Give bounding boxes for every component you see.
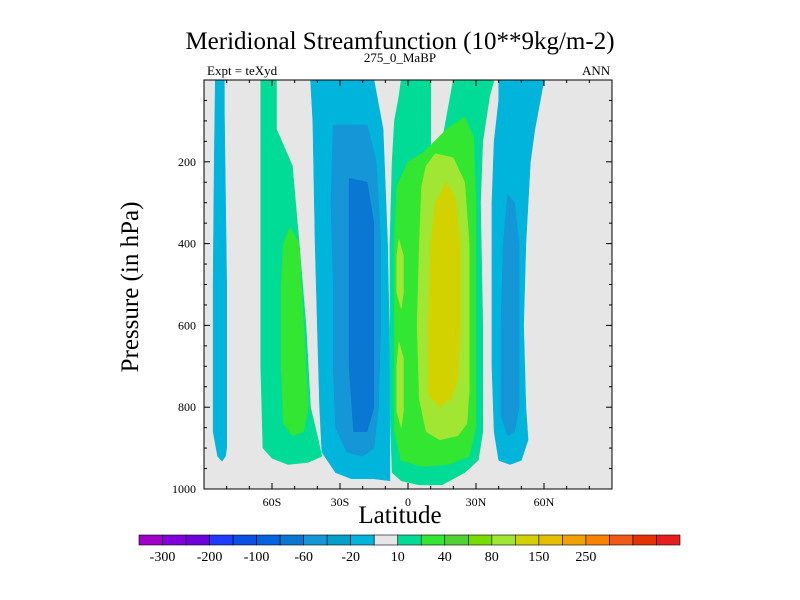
colorbar-swatch <box>303 534 328 546</box>
y-tick-label: 400 <box>178 237 196 251</box>
colorbar-swatch <box>256 534 281 546</box>
colorbar-swatch <box>162 534 187 546</box>
colorbar-label: 80 <box>485 550 499 565</box>
y-tick-label: 800 <box>178 400 196 414</box>
x-axis-label: Latitude <box>358 502 442 529</box>
contour-region-12 <box>428 182 461 408</box>
experiment-label: Expt = teXyd <box>207 63 278 78</box>
colorbar-label: -200 <box>197 550 223 565</box>
y-tick-label: 600 <box>178 318 196 332</box>
contour-regions <box>212 80 545 486</box>
x-tick-label: 30N <box>466 495 487 509</box>
colorbar-swatch <box>444 534 469 546</box>
plot-frame <box>203 79 613 490</box>
colorbar-swatch <box>326 534 351 546</box>
contour-region-14 <box>500 194 520 437</box>
colorbar-label: 150 <box>528 550 549 565</box>
colorbar-label: -20 <box>341 550 360 565</box>
colorbar-swatch <box>585 534 610 546</box>
y-tick-label: 1000 <box>172 482 196 496</box>
case-label: 275_0_MaBP <box>363 50 437 65</box>
colorbar: -300 -200 -100 -60 -20 10 40 80 150 250 <box>138 534 681 565</box>
colorbar-swatch <box>609 534 634 546</box>
y-tick-label: 200 <box>178 155 196 169</box>
colorbar-swatch <box>232 534 257 546</box>
season-label: ANN <box>582 63 611 78</box>
colorbar-swatch <box>138 534 163 546</box>
chart-title: Meridional Streamfunction (10**9kg/m-2) <box>185 28 615 55</box>
colorbar-swatch <box>209 534 234 546</box>
colorbar-swatch <box>397 534 422 546</box>
colorbar-swatch <box>562 534 587 546</box>
colorbar-swatch <box>515 534 540 546</box>
axis-ticks: 200 400 600 800 1000 60S 30S 0 30N 60N <box>172 80 612 509</box>
colorbar-label: 10 <box>391 550 405 565</box>
colorbar-label: 40 <box>438 550 452 565</box>
colorbar-swatch <box>420 534 446 546</box>
contour-region-3 <box>280 226 309 437</box>
colorbar-swatch <box>373 534 399 546</box>
x-tick-label: 60N <box>534 495 555 509</box>
colorbar-label: -60 <box>294 550 313 565</box>
contour-region-11 <box>396 341 404 428</box>
contour-region-1 <box>212 80 227 462</box>
colorbar-swatch <box>279 534 304 546</box>
x-tick-label: 30S <box>331 495 350 509</box>
colorbar-swatch <box>656 534 681 546</box>
colorbar-swatch <box>538 534 563 546</box>
colorbar-label: 250 <box>575 550 596 565</box>
colorbar-swatch <box>185 534 210 546</box>
x-tick-label: 0 <box>405 495 411 509</box>
contour-region-10 <box>396 239 404 310</box>
contour-region-6 <box>348 177 375 432</box>
colorbar-swatch <box>350 534 375 546</box>
colorbar-label: -100 <box>244 550 270 565</box>
colorbar-swatch <box>491 534 516 546</box>
x-tick-label: 60S <box>263 495 282 509</box>
colorbar-label: -300 <box>150 550 176 565</box>
colorbar-swatch <box>632 534 657 546</box>
colorbar-swatch <box>467 534 493 546</box>
